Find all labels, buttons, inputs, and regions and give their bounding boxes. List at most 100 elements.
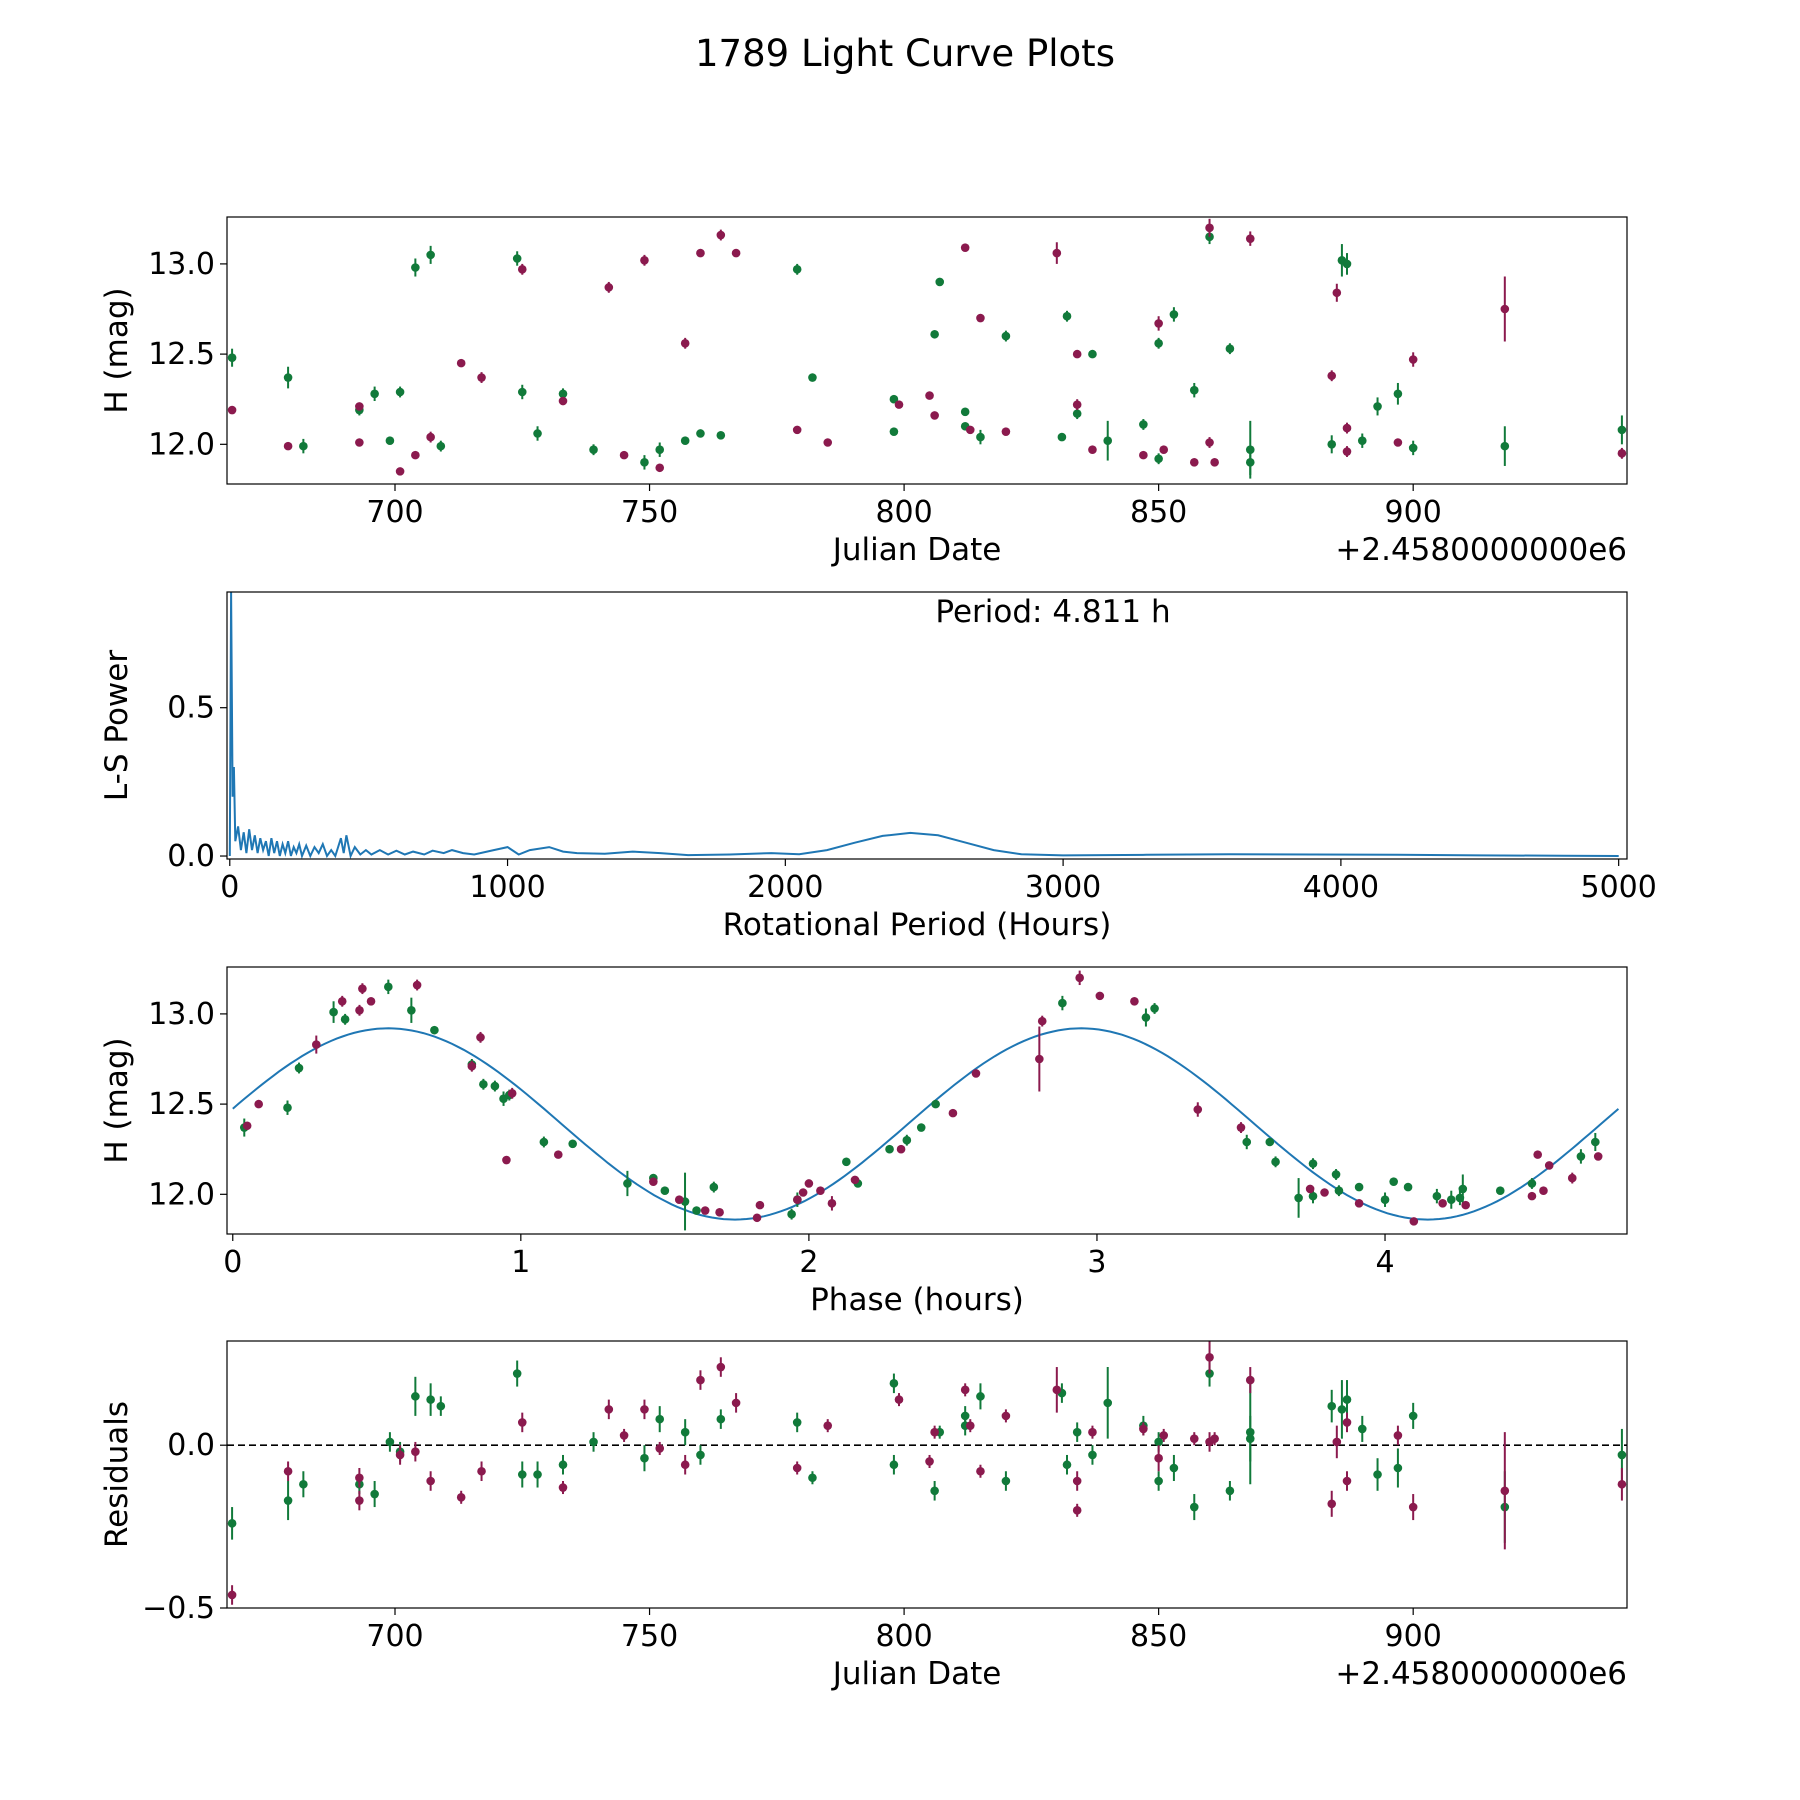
data-point — [1052, 1385, 1062, 1395]
period-annotation: Period: 4.811 h — [935, 594, 1170, 630]
x-tick-label: 850 — [1130, 495, 1187, 530]
y-tick-label: 0.5 — [167, 691, 215, 726]
data-point — [355, 402, 364, 411]
data-point — [850, 1175, 860, 1185]
x-tick-label: 700 — [366, 495, 423, 530]
data-point — [1103, 436, 1113, 446]
data-point — [1500, 1486, 1510, 1496]
x-tick-label: 0 — [223, 1245, 242, 1280]
data-point — [1357, 436, 1367, 446]
data-point — [640, 255, 649, 265]
data-point — [931, 1099, 940, 1109]
data-point — [1154, 1453, 1163, 1463]
data-point — [755, 1200, 765, 1210]
x-tick-label: 1 — [511, 1245, 530, 1280]
data-point — [1057, 432, 1067, 442]
data-point — [1617, 425, 1627, 435]
data-point — [568, 1139, 577, 1149]
data-point — [798, 1188, 808, 1197]
data-point — [604, 283, 614, 292]
data-point — [752, 1213, 762, 1223]
data-point — [1408, 1502, 1418, 1512]
data-point — [358, 984, 367, 993]
data-point — [976, 1466, 985, 1476]
data-point — [1072, 1476, 1082, 1486]
data-point — [696, 248, 705, 258]
data-point — [930, 1427, 939, 1437]
data-point — [1576, 1152, 1586, 1161]
data-point — [1159, 1431, 1169, 1440]
data-point — [1189, 458, 1199, 467]
data-point — [384, 982, 393, 992]
data-point — [816, 1186, 825, 1196]
x-axis-label: Phase (hours) — [810, 1282, 1024, 1318]
data-point — [512, 254, 522, 263]
data-point — [1154, 454, 1163, 464]
data-point — [1342, 1418, 1352, 1427]
data-point — [517, 1418, 527, 1427]
x-axis-label: Julian Date — [831, 1656, 1002, 1692]
data-point — [517, 265, 527, 274]
data-point — [385, 436, 395, 446]
data-point — [1393, 1463, 1403, 1473]
data-point — [1617, 449, 1627, 458]
data-point — [467, 1061, 477, 1071]
data-point — [1334, 1186, 1344, 1196]
data-point — [680, 1460, 690, 1470]
data-point — [340, 1015, 350, 1024]
x-tick-label: 1000 — [469, 870, 545, 905]
y-tick-label: 13.0 — [148, 247, 215, 282]
data-point — [716, 1362, 726, 1372]
data-point — [792, 1463, 802, 1473]
data-point — [558, 1483, 568, 1492]
data-point — [889, 427, 899, 436]
data-point — [792, 1418, 802, 1427]
y-tick-label: −0.5 — [142, 1591, 215, 1626]
series-green — [239, 979, 1600, 1231]
residuals-panel: 700 750 800 850 900 −0.5 0.0 Julian Date Residua… — [99, 1340, 1628, 1692]
data-point — [680, 436, 690, 446]
data-point — [1001, 1476, 1011, 1486]
data-point — [894, 1395, 904, 1404]
phased-light-curve-panel: 0 1 2 3 4 12.0 12.5 13.0 Phase (hours) H (mag) — [99, 966, 1628, 1318]
data-point — [1035, 1054, 1044, 1064]
panel-frame — [226, 216, 1628, 485]
x-tick-label: 3 — [1087, 1245, 1106, 1280]
data-point — [696, 1375, 705, 1385]
y-tick-label: 0.0 — [167, 1428, 215, 1463]
data-point — [1337, 1405, 1347, 1414]
data-point — [1189, 1434, 1199, 1443]
data-point — [1294, 1193, 1303, 1203]
data-point — [1527, 1191, 1537, 1201]
data-point — [976, 313, 985, 323]
data-point — [412, 980, 422, 990]
data-point — [1408, 1411, 1418, 1421]
data-point — [558, 1460, 568, 1470]
y-axis-label: H (mag) — [99, 287, 135, 413]
data-point — [283, 1466, 293, 1476]
data-point — [436, 441, 446, 451]
data-point — [965, 1421, 975, 1430]
data-point — [623, 1179, 632, 1188]
data-point — [640, 1453, 649, 1463]
data-point — [1342, 447, 1352, 456]
data-point — [1072, 409, 1082, 418]
data-point — [395, 1450, 405, 1460]
data-point — [1527, 1179, 1537, 1188]
data-point — [696, 429, 705, 438]
data-point — [1001, 1411, 1011, 1421]
data-point — [1154, 1437, 1163, 1447]
data-point — [889, 394, 899, 404]
data-point — [1242, 1137, 1252, 1147]
data-point — [655, 463, 665, 473]
data-point — [1308, 1191, 1318, 1201]
data-point — [312, 1040, 321, 1049]
data-point — [823, 1421, 833, 1430]
data-point — [1593, 1152, 1603, 1161]
data-point — [1533, 1150, 1542, 1159]
data-point — [808, 373, 817, 382]
x-tick-label: 900 — [1385, 1619, 1442, 1654]
data-point — [1446, 1195, 1456, 1205]
data-point — [1320, 1188, 1329, 1197]
